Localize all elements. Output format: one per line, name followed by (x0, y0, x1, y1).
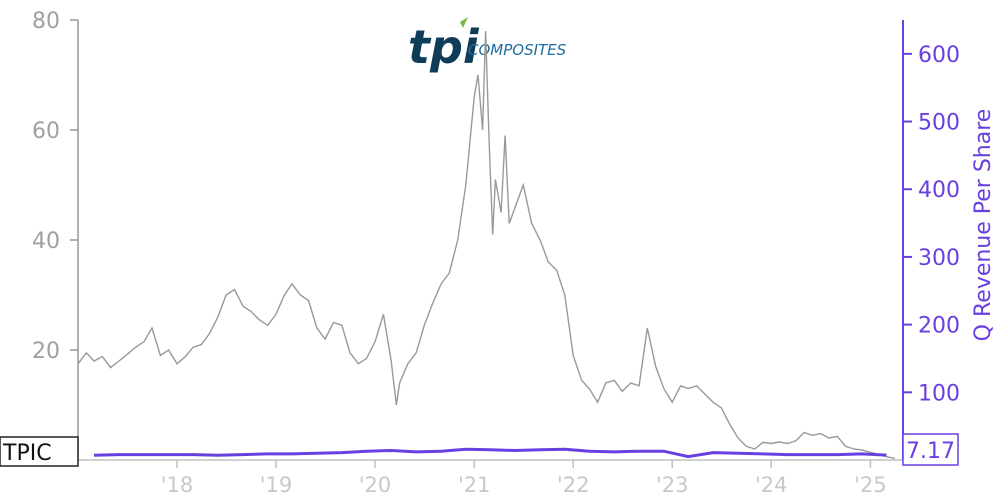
left-tick-label: 60 (32, 119, 60, 144)
right-tick-label: 500 (918, 111, 960, 136)
x-tick-label: '24 (755, 473, 788, 497)
revenue-series-line (93, 447, 887, 459)
left-tick-label: 40 (32, 229, 60, 254)
x-tick-label: '19 (260, 473, 293, 497)
right-tick-label: 100 (918, 381, 960, 406)
ticker-label: TPIC (2, 441, 52, 466)
x-tick-label: '23 (656, 473, 689, 497)
x-tick-label: '21 (458, 473, 491, 497)
price-series-line (77, 30, 896, 460)
x-tick-label: '25 (854, 473, 887, 497)
right-tick-label: 200 (918, 314, 960, 339)
right-y-axis-label: Q Revenue Per Share (971, 109, 996, 342)
ticker-badge: TPIC (0, 436, 79, 467)
svg-text:COMPOSITES: COMPOSITES (468, 41, 567, 59)
x-tick-label: '20 (359, 473, 392, 497)
last-value-label: 7.17 (906, 439, 955, 464)
right-tick-label: 400 (918, 178, 960, 203)
right-tick-label: 600 (918, 43, 960, 68)
x-ticks: '18 '19 '20 '21 '22 '23 '24 '25 (161, 460, 887, 497)
left-y-ticks: 20 40 60 80 (32, 9, 78, 364)
x-tick-label: '18 (161, 473, 194, 497)
x-tick-label: '22 (557, 473, 590, 497)
company-logo: tpi COMPOSITES (408, 17, 567, 74)
last-value-badge: 7.17 (902, 433, 959, 466)
svg-text:tpi: tpi (408, 20, 480, 74)
left-tick-label: 80 (32, 9, 60, 34)
right-y-ticks: 100 200 300 400 500 600 (903, 43, 960, 406)
right-tick-label: 300 (918, 246, 960, 271)
left-tick-label: 20 (32, 339, 60, 364)
